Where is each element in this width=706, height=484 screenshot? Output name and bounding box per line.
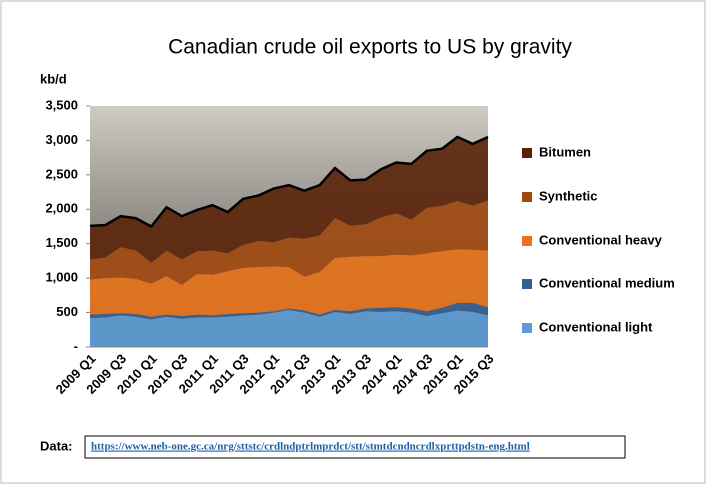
legend-swatch <box>522 192 532 202</box>
area <box>90 249 488 317</box>
y-axis-label: kb/d <box>40 71 67 86</box>
source-box <box>84 435 626 459</box>
legend-swatch <box>522 148 532 158</box>
legend-label: Bitumen <box>539 144 591 159</box>
y-tick-label: 2,000 <box>45 201 78 216</box>
y-tick-label: 3,500 <box>45 97 78 112</box>
y-tick-label: 3,000 <box>45 132 78 147</box>
source-label: Data: <box>40 438 73 453</box>
source-url[interactable]: https://www.neb-one.gc.ca/nrg/sttstc/crd… <box>91 441 530 453</box>
y-tick-label: 2,500 <box>45 166 78 181</box>
legend-label: Synthetic <box>539 188 598 203</box>
legend-label: Conventional heavy <box>539 232 663 247</box>
legend-swatch <box>522 323 532 333</box>
total-outline <box>89 135 489 229</box>
y-tick-label: 1,000 <box>45 270 78 285</box>
y-tick-label: 1,500 <box>45 235 78 250</box>
area <box>90 200 488 286</box>
legend-swatch <box>522 236 532 246</box>
legend-label: Conventional light <box>539 319 653 334</box>
y-tick-label: - <box>74 338 78 353</box>
legend-label: Conventional medium <box>539 275 675 290</box>
area <box>90 136 488 263</box>
legend-swatch <box>522 279 532 289</box>
area <box>90 309 488 347</box>
y-tick-label: 500 <box>56 304 78 319</box>
chart-title: Canadian crude oil exports to US by grav… <box>168 36 572 59</box>
